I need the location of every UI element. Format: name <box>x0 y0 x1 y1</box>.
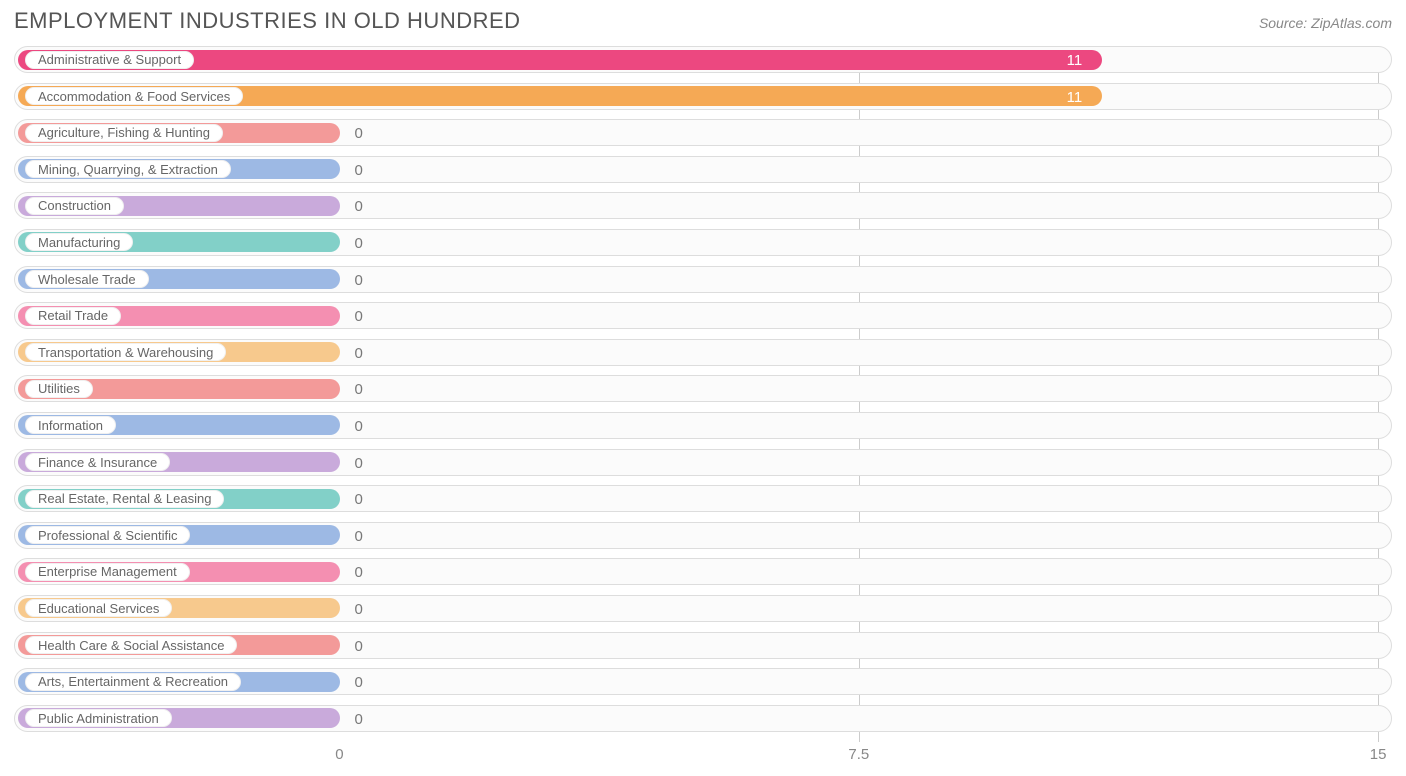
bar-value: 0 <box>354 376 362 403</box>
bar-label-pill: Administrative & Support <box>25 51 194 69</box>
bar-track: Construction 0 <box>14 192 1392 219</box>
x-axis: 0 7.5 15 <box>14 742 1392 770</box>
bar-value: 11 <box>1067 47 1083 74</box>
bar-track: Administrative & Support 11 <box>14 46 1392 73</box>
bar-track: Utilities 0 <box>14 375 1392 402</box>
bar-track: Professional & Scientific 0 <box>14 522 1392 549</box>
bar-track: Wholesale Trade 0 <box>14 266 1392 293</box>
bar-track: Manufacturing 0 <box>14 229 1392 256</box>
bar-track: Agriculture, Fishing & Hunting 0 <box>14 119 1392 146</box>
bar-value: 0 <box>354 706 362 733</box>
bar-value: 0 <box>354 486 362 513</box>
bar-label-pill: Accommodation & Food Services <box>25 87 243 105</box>
bar-track: Finance & Insurance 0 <box>14 449 1392 476</box>
bar-label-pill: Manufacturing <box>25 233 133 251</box>
bar-label-pill: Wholesale Trade <box>25 270 149 288</box>
bar-value: 0 <box>354 413 362 440</box>
bar-value: 0 <box>354 120 362 147</box>
bar-value: 0 <box>354 669 362 696</box>
bar-label-pill: Public Administration <box>25 709 172 727</box>
bar-track: Educational Services 0 <box>14 595 1392 622</box>
bar-value: 0 <box>354 523 362 550</box>
chart-title: EMPLOYMENT INDUSTRIES IN OLD HUNDRED <box>14 8 521 34</box>
bar-track: Information 0 <box>14 412 1392 439</box>
chart-header: EMPLOYMENT INDUSTRIES IN OLD HUNDRED Sou… <box>0 0 1406 38</box>
chart-source: Source: ZipAtlas.com <box>1259 15 1392 31</box>
x-axis-tick: 15 <box>1370 746 1387 763</box>
bar-label-pill: Information <box>25 416 116 434</box>
bar-track: Health Care & Social Assistance 0 <box>14 632 1392 659</box>
bars-container: Administrative & Support11Accommodation … <box>14 46 1392 732</box>
bar-track: Accommodation & Food Services 11 <box>14 83 1392 110</box>
bar-value: 0 <box>354 596 362 623</box>
source-prefix: Source: <box>1259 15 1311 31</box>
bar-track: Arts, Entertainment & Recreation 0 <box>14 668 1392 695</box>
bar-value: 0 <box>354 157 362 184</box>
bar-value: 0 <box>354 230 362 257</box>
chart-plot-area: Administrative & Support11Accommodation … <box>14 46 1392 742</box>
bar-label-pill: Construction <box>25 197 124 215</box>
x-axis-tick: 0 <box>335 746 343 763</box>
bar-label-pill: Arts, Entertainment & Recreation <box>25 673 241 691</box>
bar-track: Transportation & Warehousing 0 <box>14 339 1392 366</box>
bar-label-pill: Utilities <box>25 380 93 398</box>
bar-label-pill: Health Care & Social Assistance <box>25 636 237 654</box>
source-name: ZipAtlas.com <box>1311 15 1392 31</box>
bar-value: 0 <box>354 633 362 660</box>
bar-track: Retail Trade 0 <box>14 302 1392 329</box>
bar-label-pill: Agriculture, Fishing & Hunting <box>25 124 223 142</box>
bar-value: 0 <box>354 450 362 477</box>
bar-value: 0 <box>354 559 362 586</box>
bar-value: 11 <box>1067 84 1083 111</box>
bar-value: 0 <box>354 340 362 367</box>
bar-label-pill: Real Estate, Rental & Leasing <box>25 490 224 508</box>
bar-track: Mining, Quarrying, & Extraction 0 <box>14 156 1392 183</box>
bar-label-pill: Finance & Insurance <box>25 453 170 471</box>
bar-track: Enterprise Management 0 <box>14 558 1392 585</box>
bar-label-pill: Transportation & Warehousing <box>25 343 226 361</box>
bar-label-pill: Enterprise Management <box>25 563 190 581</box>
bar-label-pill: Professional & Scientific <box>25 526 190 544</box>
bar-track: Public Administration 0 <box>14 705 1392 732</box>
bar-label-pill: Educational Services <box>25 599 172 617</box>
bar-value: 0 <box>354 193 362 220</box>
bar-value: 0 <box>354 303 362 330</box>
bar-value: 0 <box>354 267 362 294</box>
x-axis-tick: 7.5 <box>848 746 869 763</box>
bar-label-pill: Retail Trade <box>25 307 121 325</box>
bar-label-pill: Mining, Quarrying, & Extraction <box>25 160 231 178</box>
bar-track: Real Estate, Rental & Leasing 0 <box>14 485 1392 512</box>
